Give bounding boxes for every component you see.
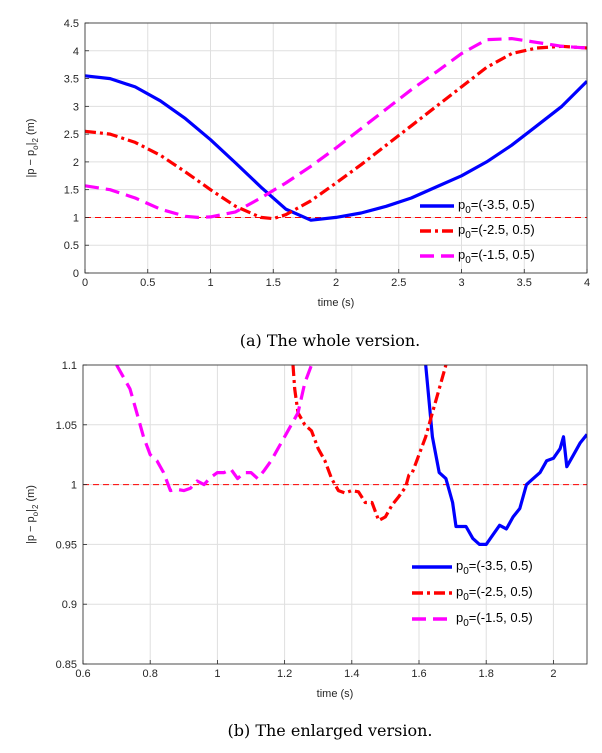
legend-label-sub: 0 bbox=[463, 618, 469, 629]
chart-a: 0 0.5 1 1.5 2 2.5 3 3.5 4 0 0.5 1 1.5 2 2.5 3 3.5 4 4.5 tim… bbox=[25, 18, 590, 350]
x-tick-label: 1 bbox=[214, 668, 220, 680]
x-tick-label: 2.5 bbox=[391, 277, 406, 289]
y-tick-label: 0.9 bbox=[62, 599, 77, 611]
legend-label-sub: 0 bbox=[463, 566, 469, 577]
caption: (b) The enlarged version. bbox=[228, 721, 433, 740]
y-tick-label: 4.5 bbox=[64, 18, 79, 30]
legend-label-main: p bbox=[456, 558, 463, 573]
series-line-1 bbox=[85, 74, 587, 222]
legend-label-main: p bbox=[458, 222, 465, 237]
x-tick-label: 3 bbox=[458, 277, 464, 289]
legend-label-sub: 0 bbox=[465, 205, 471, 216]
legend-label-main: p bbox=[456, 610, 463, 625]
y-tick-label: 1.1 bbox=[62, 360, 77, 372]
x-tick-label: 3.5 bbox=[517, 277, 532, 289]
x-tick-label: 1.5 bbox=[266, 277, 281, 289]
y-axis-label-part: (m) bbox=[25, 119, 37, 139]
y-tick-label: 1 bbox=[73, 212, 79, 224]
legend-label-main: p bbox=[458, 247, 465, 262]
legend-label-1: p0=(-3.5, 0.5) bbox=[456, 558, 533, 577]
series-line-3 bbox=[85, 36, 587, 219]
x-tick-label: 0 bbox=[82, 277, 88, 289]
x-tick-label: 1.4 bbox=[344, 668, 359, 680]
y-tick-label: 1.5 bbox=[64, 185, 79, 197]
legend-label-sub: 0 bbox=[463, 592, 469, 603]
series-group bbox=[83, 365, 587, 547]
legend: p0=(-3.5, 0.5)p0=(-2.5, 0.5)p0=(-1.5, 0.… bbox=[412, 558, 533, 629]
legend-label-rest: =(-3.5, 0.5) bbox=[469, 558, 533, 573]
y-tick-label: 2.5 bbox=[64, 129, 79, 141]
y-tick-label: 0 bbox=[73, 268, 79, 280]
y-axis-label-sub: 2 bbox=[31, 138, 40, 143]
y-axis-label-sub: 2 bbox=[31, 504, 40, 509]
y-tick-label: 3.5 bbox=[64, 74, 79, 86]
y-axis-label: |p − po|2 (m) bbox=[25, 119, 40, 178]
y-axis-label-part: | bbox=[25, 143, 37, 146]
legend-label-2: p0=(-2.5, 0.5) bbox=[458, 222, 535, 241]
series-line-3 bbox=[115, 365, 313, 493]
legend: p0=(-3.5, 0.5)p0=(-2.5, 0.5)p0=(-1.5, 0.… bbox=[420, 197, 535, 266]
x-tick-label: 0.8 bbox=[143, 668, 158, 680]
x-tick-label: 1.8 bbox=[479, 668, 494, 680]
legend-label-1: p0=(-3.5, 0.5) bbox=[458, 197, 535, 216]
x-tick-label: 2 bbox=[333, 277, 339, 289]
chart-b: 0.6 0.8 1 1.2 1.4 1.6 1.8 2 0.85 0.9 0.95 1 1.05 1.1 t… bbox=[25, 360, 588, 740]
series-line-2 bbox=[85, 44, 587, 221]
plot-area bbox=[83, 365, 587, 664]
legend-label-sub: 0 bbox=[465, 230, 471, 241]
y-tick-label: 4 bbox=[73, 46, 79, 58]
legend-label-rest: =(-1.5, 0.5) bbox=[469, 610, 533, 625]
x-axis-label: time (s) bbox=[318, 297, 355, 309]
x-tick-label: 0.5 bbox=[140, 277, 155, 289]
series-group bbox=[85, 36, 587, 222]
x-tick-label: 1.6 bbox=[411, 668, 426, 680]
legend-label-2: p0=(-2.5, 0.5) bbox=[456, 584, 533, 603]
y-axis-label-part: |p − p bbox=[25, 150, 37, 178]
y-tick-label: 0.95 bbox=[56, 539, 77, 551]
x-tick-label: 2 bbox=[550, 668, 556, 680]
legend-label-rest: =(-2.5, 0.5) bbox=[471, 222, 535, 237]
y-axis-label-part: | bbox=[25, 509, 37, 512]
legend-label-main: p bbox=[458, 197, 465, 212]
y-axis-label-part: (m) bbox=[25, 485, 37, 505]
legend-label-rest: =(-2.5, 0.5) bbox=[469, 584, 533, 599]
series-line-2 bbox=[291, 365, 448, 523]
x-tick-label: 4 bbox=[584, 277, 590, 289]
legend-label-3: p0=(-1.5, 0.5) bbox=[458, 247, 535, 266]
legend-label-3: p0=(-1.5, 0.5) bbox=[456, 610, 533, 629]
y-tick-label: 1.05 bbox=[56, 420, 77, 432]
legend-label-rest: =(-1.5, 0.5) bbox=[471, 247, 535, 262]
y-axis-label: |p − po|2 (m) bbox=[25, 485, 40, 544]
legend-label-rest: =(-3.5, 0.5) bbox=[471, 197, 535, 212]
legend-label-sub: 0 bbox=[465, 255, 471, 266]
x-tick-label: 1.2 bbox=[277, 668, 292, 680]
y-tick-label: 2 bbox=[73, 157, 79, 169]
x-axis-label: time (s) bbox=[317, 688, 354, 700]
y-tick-label: 1 bbox=[71, 480, 77, 492]
series-line-1 bbox=[424, 365, 587, 547]
y-tick-label: 0.5 bbox=[64, 240, 79, 252]
caption: (a) The whole version. bbox=[240, 331, 420, 350]
y-tick-label: 3 bbox=[73, 101, 79, 113]
y-axis-label-sub: o bbox=[31, 145, 40, 150]
y-axis-label-part: |p − p bbox=[25, 516, 37, 544]
y-tick-label: 0.85 bbox=[56, 659, 77, 671]
axes-box bbox=[82, 364, 588, 665]
x-tick-label: 1 bbox=[207, 277, 213, 289]
legend-label-main: p bbox=[456, 584, 463, 599]
y-axis-label-sub: o bbox=[31, 511, 40, 516]
x-tick-label: 0.6 bbox=[75, 668, 90, 680]
